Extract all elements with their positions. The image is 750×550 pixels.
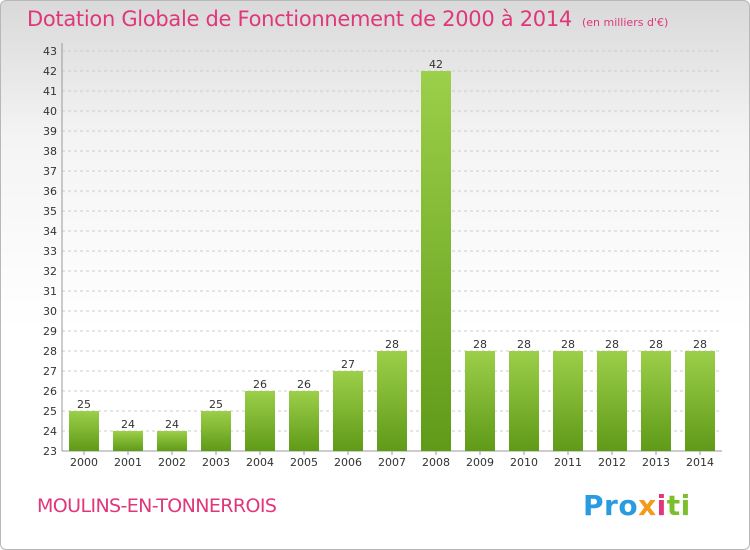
y-tick-label: 33 bbox=[43, 245, 57, 258]
y-tick-label: 23 bbox=[43, 445, 57, 458]
y-tick-label: 25 bbox=[43, 405, 57, 418]
y-tick-label: 28 bbox=[43, 345, 57, 358]
x-tick-label: 2006 bbox=[334, 456, 362, 469]
proxiti-logo: Proxiti bbox=[583, 489, 691, 522]
x-tick-label: 2010 bbox=[510, 456, 538, 469]
chart-title: Dotation Globale de Fonctionnement de 20… bbox=[27, 7, 668, 31]
y-tick-label: 30 bbox=[43, 305, 57, 318]
logo-part-1: Pro bbox=[583, 489, 639, 522]
data-label-2013: 28 bbox=[649, 338, 663, 351]
data-label-2005: 26 bbox=[297, 378, 311, 391]
bar-2001 bbox=[113, 431, 143, 451]
title-text: Dotation Globale de Fonctionnement de 20… bbox=[27, 7, 572, 31]
x-tick-label: 2009 bbox=[466, 456, 494, 469]
data-label-2014: 28 bbox=[693, 338, 707, 351]
y-tick-label: 40 bbox=[43, 105, 57, 118]
x-tick-label: 2007 bbox=[378, 456, 406, 469]
bar-2003 bbox=[201, 411, 231, 451]
x-tick-label: 2011 bbox=[554, 456, 582, 469]
data-label-2004: 26 bbox=[253, 378, 267, 391]
x-tick-label: 2000 bbox=[70, 456, 98, 469]
y-tick-label: 38 bbox=[43, 145, 57, 158]
bar-2010 bbox=[509, 351, 539, 451]
x-tick-label: 2002 bbox=[158, 456, 186, 469]
y-tick-label: 27 bbox=[43, 365, 57, 378]
data-label-2010: 28 bbox=[517, 338, 531, 351]
bar-2013 bbox=[641, 351, 671, 451]
bar-2007 bbox=[377, 351, 407, 451]
bar-2006 bbox=[333, 371, 363, 451]
chart-unit: (en milliers d'€) bbox=[581, 16, 669, 29]
y-tick-label: 39 bbox=[43, 125, 57, 138]
data-label-2007: 28 bbox=[385, 338, 399, 351]
data-label-2012: 28 bbox=[605, 338, 619, 351]
data-label-2002: 24 bbox=[165, 418, 179, 431]
y-tick-label: 24 bbox=[43, 425, 57, 438]
x-tick-label: 2005 bbox=[290, 456, 318, 469]
data-label-2006: 27 bbox=[341, 358, 355, 371]
data-label-2000: 25 bbox=[77, 398, 91, 411]
logo-part-4: ti bbox=[666, 489, 691, 522]
x-tick-label: 2004 bbox=[246, 456, 274, 469]
bar-2002 bbox=[157, 431, 187, 451]
y-tick-label: 26 bbox=[43, 385, 57, 398]
bar-2014 bbox=[685, 351, 715, 451]
y-tick-label: 43 bbox=[43, 45, 57, 58]
bar-2005 bbox=[289, 391, 319, 451]
data-label-2011: 28 bbox=[561, 338, 575, 351]
y-tick-label: 29 bbox=[43, 325, 57, 338]
data-label-2008: 42 bbox=[429, 58, 443, 71]
data-label-2009: 28 bbox=[473, 338, 487, 351]
y-tick-label: 31 bbox=[43, 285, 57, 298]
y-tick-label: 42 bbox=[43, 65, 57, 78]
y-tick-label: 35 bbox=[43, 205, 57, 218]
x-tick-label: 2013 bbox=[642, 456, 670, 469]
bar-2012 bbox=[597, 351, 627, 451]
x-tick-label: 2001 bbox=[114, 456, 142, 469]
logo-part-3: i bbox=[656, 489, 667, 522]
bar-2009 bbox=[465, 351, 495, 451]
x-tick-label: 2012 bbox=[598, 456, 626, 469]
x-tick-label: 2008 bbox=[422, 456, 450, 469]
data-label-2001: 24 bbox=[121, 418, 135, 431]
x-tick-label: 2003 bbox=[202, 456, 230, 469]
x-tick-label: 2014 bbox=[686, 456, 714, 469]
y-tick-label: 41 bbox=[43, 85, 57, 98]
bar-2004 bbox=[245, 391, 275, 451]
bar-2011 bbox=[553, 351, 583, 451]
commune-name: MOULINS-EN-TONNERROIS bbox=[37, 495, 277, 517]
logo-part-2: x bbox=[638, 489, 657, 522]
bar-2008 bbox=[421, 71, 451, 451]
y-tick-label: 36 bbox=[43, 185, 57, 198]
data-label-2003: 25 bbox=[209, 398, 223, 411]
bar-2000 bbox=[69, 411, 99, 451]
y-tick-label: 37 bbox=[43, 165, 57, 178]
y-tick-label: 34 bbox=[43, 225, 57, 238]
y-tick-label: 32 bbox=[43, 265, 57, 278]
